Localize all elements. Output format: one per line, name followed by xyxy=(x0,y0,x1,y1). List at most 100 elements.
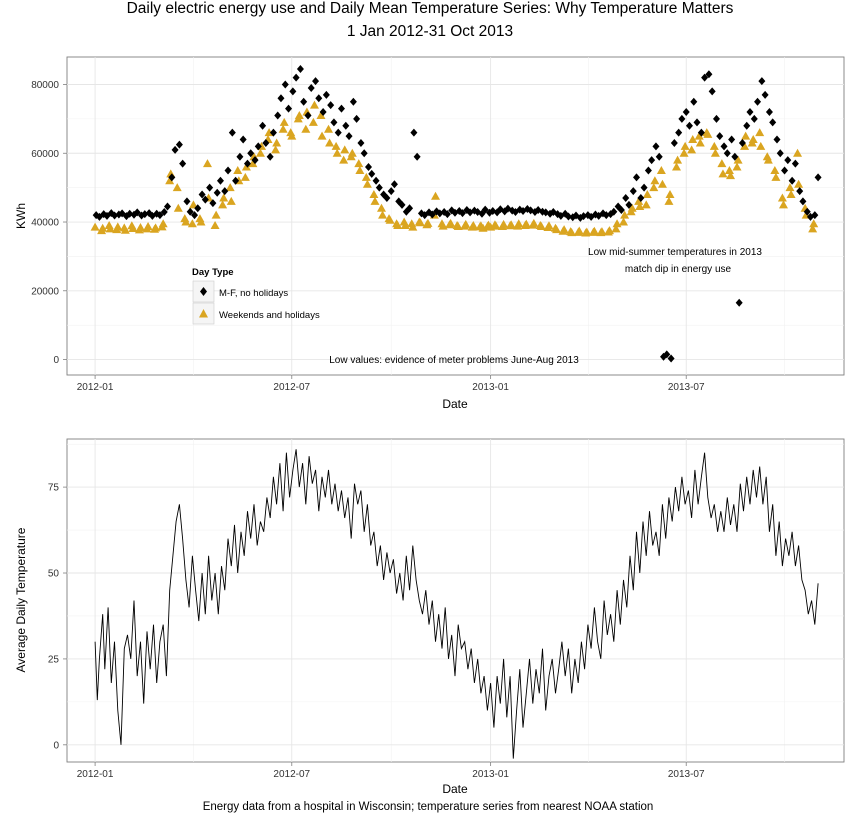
weekday-diamond-point xyxy=(667,354,675,363)
weekday-diamond-point xyxy=(133,208,141,217)
weekend-triangle-point xyxy=(695,138,705,147)
weekend-triangle-point xyxy=(113,222,123,231)
weekend-triangle-point xyxy=(741,131,751,140)
weekday-diamond-point xyxy=(254,142,262,151)
weekday-diamond-point xyxy=(186,207,194,216)
weekday-diamond-point xyxy=(349,97,357,106)
weekend-triangle-point xyxy=(210,220,220,229)
weekday-diamond-point xyxy=(622,193,630,202)
weekday-diamond-point xyxy=(179,159,187,168)
weekday-diamond-point xyxy=(281,80,289,89)
weekday-diamond-point xyxy=(375,183,383,192)
weekend-triangle-point xyxy=(703,129,713,138)
weekend-triangle-point xyxy=(756,141,766,150)
weekend-triangle-point xyxy=(385,215,395,224)
weekday-diamond-point xyxy=(307,83,315,92)
weekday-diamond-point xyxy=(610,207,618,216)
y-tick-label: 60000 xyxy=(31,149,59,160)
weekday-diamond-point xyxy=(754,97,762,106)
weekend-triangle-point xyxy=(574,226,584,235)
weekday-diamond-point xyxy=(406,204,414,213)
x-tick-label: 2012-07 xyxy=(273,769,310,780)
weekend-triangle-point xyxy=(120,225,130,234)
energy-y-axis-label: KWh xyxy=(14,203,28,229)
weekend-triangle-point xyxy=(567,228,577,237)
weekend-triangle-point xyxy=(301,124,311,133)
legend-label-weekend: Weekends and holidays xyxy=(219,310,320,321)
weekend-triangle-point xyxy=(544,221,554,230)
weekday-diamond-point xyxy=(644,166,652,175)
weekday-diamond-point xyxy=(274,111,282,120)
x-tick-label: 2013-01 xyxy=(472,382,509,393)
weekend-triangle-point xyxy=(431,191,441,200)
weekend-triangle-point xyxy=(415,218,425,227)
weekday-diamond-point xyxy=(723,149,731,158)
weekend-triangle-point xyxy=(355,165,365,174)
weekend-triangle-point xyxy=(151,223,161,232)
energy-y-axis: 0 20000 40000 60000 80000 xyxy=(31,80,67,366)
weekend-triangle-point xyxy=(370,196,380,205)
weekday-diamond-point xyxy=(236,152,244,161)
weekday-diamond-point xyxy=(213,188,221,197)
weekend-triangle-point xyxy=(218,200,228,209)
weekday-diamond-point xyxy=(243,159,251,168)
weekday-diamond-point xyxy=(239,135,247,144)
weekend-triangle-point xyxy=(740,141,750,150)
weekday-diamond-point xyxy=(224,166,232,175)
weekday-diamond-point xyxy=(183,197,191,206)
temperature-y-axis: 0 25 50 75 xyxy=(48,483,67,751)
weekend-triangle-point xyxy=(808,224,818,233)
weekend-triangle-point xyxy=(202,159,212,168)
weekend-triangle-point xyxy=(211,210,221,219)
weekday-diamond-point xyxy=(701,73,709,82)
weekend-triangle-point xyxy=(597,227,607,236)
weekend-triangle-point xyxy=(468,220,478,229)
weekday-diamond-point xyxy=(781,166,789,175)
y-tick-label: 0 xyxy=(53,355,59,366)
x-tick-label: 2012-01 xyxy=(77,382,114,393)
weekday-diamond-point xyxy=(345,132,353,141)
weekend-triangle-point xyxy=(718,169,728,178)
y-tick-label: 25 xyxy=(48,654,60,665)
weekday-diamond-point xyxy=(564,212,572,221)
weekday-diamond-point xyxy=(765,108,773,117)
weekend-triangle-point xyxy=(732,162,742,171)
weekday-diamond-point xyxy=(198,190,206,199)
weekday-diamond-point xyxy=(289,87,297,96)
weekday-diamond-point xyxy=(247,149,255,158)
weekend-triangle-point xyxy=(287,131,297,140)
weekday-diamond-point xyxy=(266,152,274,161)
weekday-diamond-point xyxy=(300,97,308,106)
weekend-triangle-point xyxy=(325,138,335,147)
weekday-diamond-point xyxy=(663,350,671,359)
weekday-diamond-point xyxy=(353,114,361,123)
weekday-diamond-point xyxy=(410,128,418,137)
weekend-triangle-point xyxy=(438,221,448,230)
weekend-triangle-point xyxy=(393,220,403,229)
y-tick-label: 50 xyxy=(48,569,60,580)
weekend-triangle-point xyxy=(777,193,787,202)
weekday-diamond-point xyxy=(796,187,804,196)
weekend-triangle-point xyxy=(785,183,795,192)
weekend-triangle-point xyxy=(656,165,666,174)
weekday-diamond-point xyxy=(735,298,743,307)
weekday-diamond-point xyxy=(652,142,660,151)
weekday-diamond-point xyxy=(690,97,698,106)
weekend-triangle-point xyxy=(589,226,599,235)
weekend-triangle-point xyxy=(278,124,288,133)
weekend-triangle-point xyxy=(521,219,531,228)
weekday-diamond-point xyxy=(648,156,656,165)
weekday-diamond-point xyxy=(156,211,164,220)
annotation-meter-problems: Low values: evidence of meter problems J… xyxy=(329,355,579,366)
weekend-triangle-point xyxy=(187,219,197,228)
weekend-triangle-point xyxy=(225,183,235,192)
weekend-triangle-point xyxy=(679,148,689,157)
weekend-triangle-point xyxy=(241,162,251,171)
weekday-diamond-point xyxy=(191,211,199,220)
weekday-diamond-point xyxy=(791,159,799,168)
weekend-triangle-point xyxy=(627,203,637,212)
weekend-triangle-point xyxy=(793,148,803,157)
weekday-diamond-point xyxy=(262,138,270,147)
weekend-triangle-point xyxy=(499,219,509,228)
weekday-diamond-point xyxy=(443,210,451,219)
